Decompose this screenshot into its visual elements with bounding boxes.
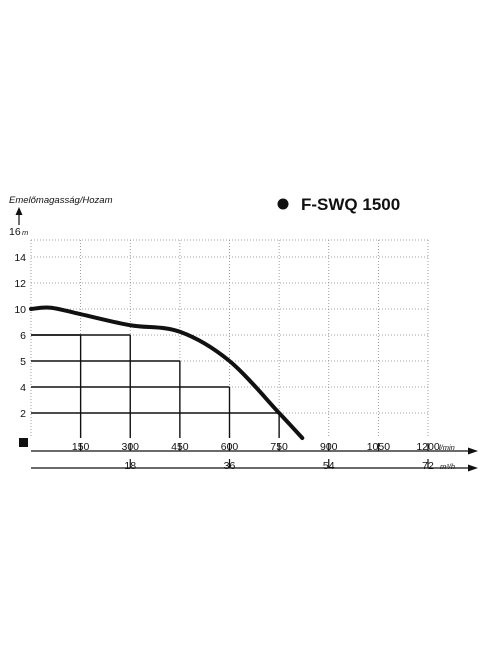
performance-curve	[29, 305, 305, 440]
y-tick-label-5: 5	[20, 356, 26, 368]
y-tick-label-16: 16	[9, 226, 21, 238]
x-tick-label-5: 900	[320, 441, 338, 453]
chart-title: F-SWQ 1500	[301, 195, 400, 214]
x-unit-label: l/min	[439, 443, 455, 452]
x2-tick-label-0: 18	[124, 460, 136, 472]
y-tick-label-12: 12	[14, 278, 26, 290]
x-tick-label-1: 300	[121, 441, 139, 453]
x-tick-label-0: 150	[72, 441, 90, 453]
y-tick-label-2: 2	[20, 408, 26, 420]
origin-marker-icon	[19, 438, 28, 447]
x-tick-label-7: 1200	[416, 441, 440, 453]
x2-axis-arrow-icon	[468, 464, 478, 472]
x2-tick-label-1: 36	[224, 460, 236, 472]
x-tick-label-2: 450	[171, 441, 189, 453]
x-tick-label-6: 1050	[367, 441, 391, 453]
x2-unit-label: m³/h	[440, 462, 455, 471]
y-axis-title: Emelőmagasság/Hozam	[9, 195, 113, 206]
x-tick-label-4: 750	[270, 441, 288, 453]
y-axis-arrow-icon	[15, 207, 23, 215]
y-tick-label-14: 14	[14, 252, 26, 264]
x2-tick-label-2: 54	[323, 460, 335, 472]
y-tick-label-6: 6	[20, 330, 26, 342]
y-unit-label: m	[22, 228, 28, 237]
x-tick-label-3: 600	[221, 441, 239, 453]
x2-tick-label-3: 72	[422, 460, 434, 472]
title-bullet-icon	[277, 198, 289, 210]
y-tick-label-4: 4	[20, 382, 26, 394]
y-tick-label-10: 10	[14, 304, 26, 316]
x-axis-arrow-icon	[468, 447, 478, 455]
